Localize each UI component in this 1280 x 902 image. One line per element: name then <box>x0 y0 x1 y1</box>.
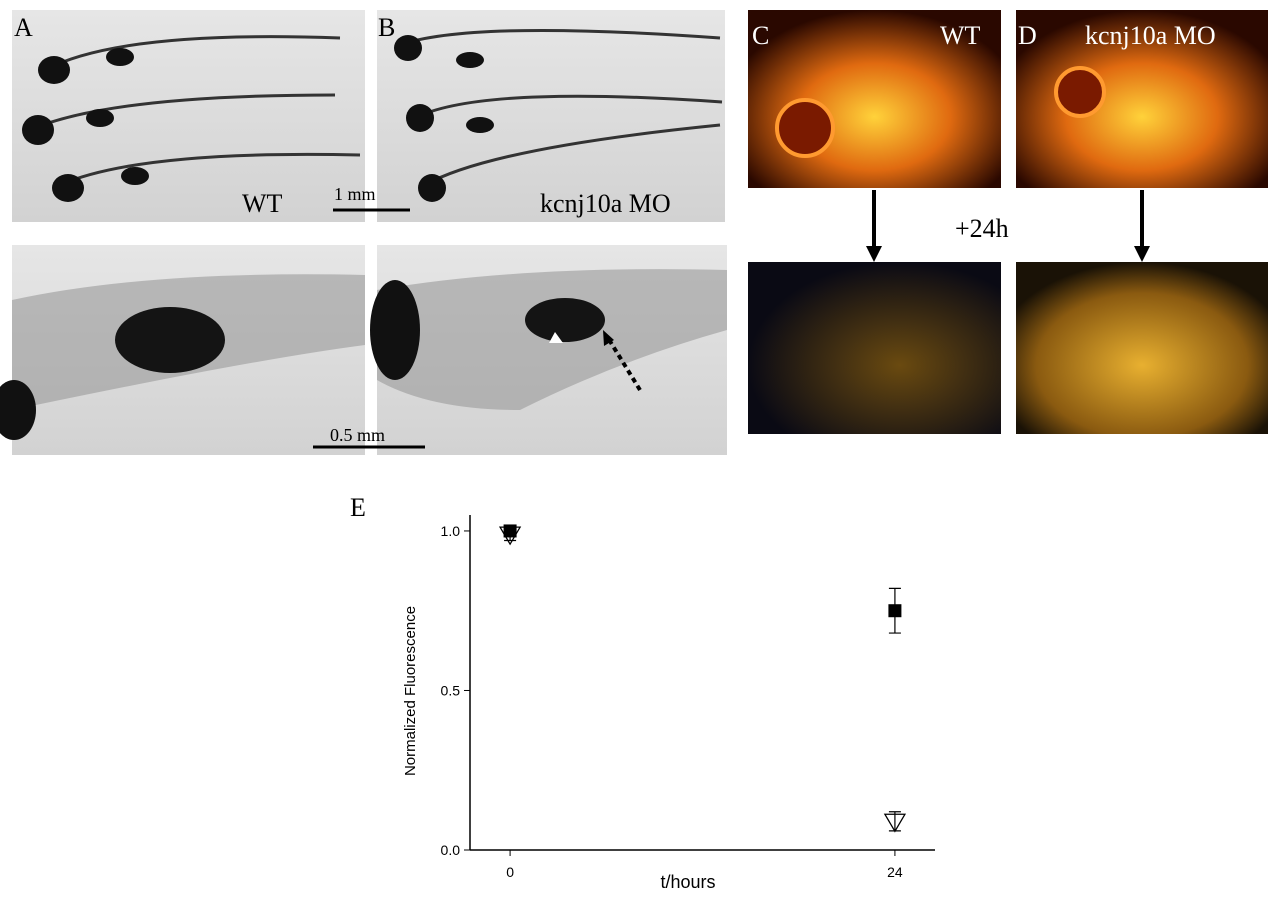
y-axis-label: Normalized Fluorescence <box>402 606 419 776</box>
x-tick-label: 24 <box>887 864 903 880</box>
x-tick-label: 0 <box>506 864 514 880</box>
panel-b: B kcnj10a MO <box>377 10 725 222</box>
panel-label: A <box>14 13 33 42</box>
closeup-wt <box>0 245 365 455</box>
panel-caption: WT <box>940 21 981 50</box>
y-tick-label: 0.5 <box>441 682 461 698</box>
arrows <box>872 190 1144 248</box>
image-wt-24h <box>748 262 1001 434</box>
scale-label: 1 mm <box>334 184 376 204</box>
panel-label: C <box>752 21 769 50</box>
panel-d: D kcnj10a MO <box>1016 10 1268 188</box>
y-tick-label: 1.0 <box>441 523 461 539</box>
point <box>888 604 902 618</box>
image-mo-24h <box>1016 262 1268 434</box>
y-tick-label: 0.0 <box>441 842 461 858</box>
panel-label: D <box>1018 21 1037 50</box>
closeup-mo <box>370 245 727 455</box>
scale-label: 0.5 mm <box>330 425 385 445</box>
panel-label: E <box>350 493 366 522</box>
panel-caption: kcnj10a MO <box>1085 21 1216 50</box>
panel-a: A WT <box>12 10 365 222</box>
point <box>498 526 522 546</box>
panel-caption: WT <box>242 189 283 218</box>
chart: E t/hours Normalized Fluorescence 0.0 0.5… <box>350 493 935 892</box>
panel-label: B <box>378 13 395 42</box>
panel-caption: kcnj10a MO <box>540 189 671 218</box>
panel-c: C WT <box>748 10 1001 188</box>
point <box>883 813 907 833</box>
interval-label: +24h <box>955 214 1009 243</box>
x-axis-label: t/hours <box>660 872 715 892</box>
